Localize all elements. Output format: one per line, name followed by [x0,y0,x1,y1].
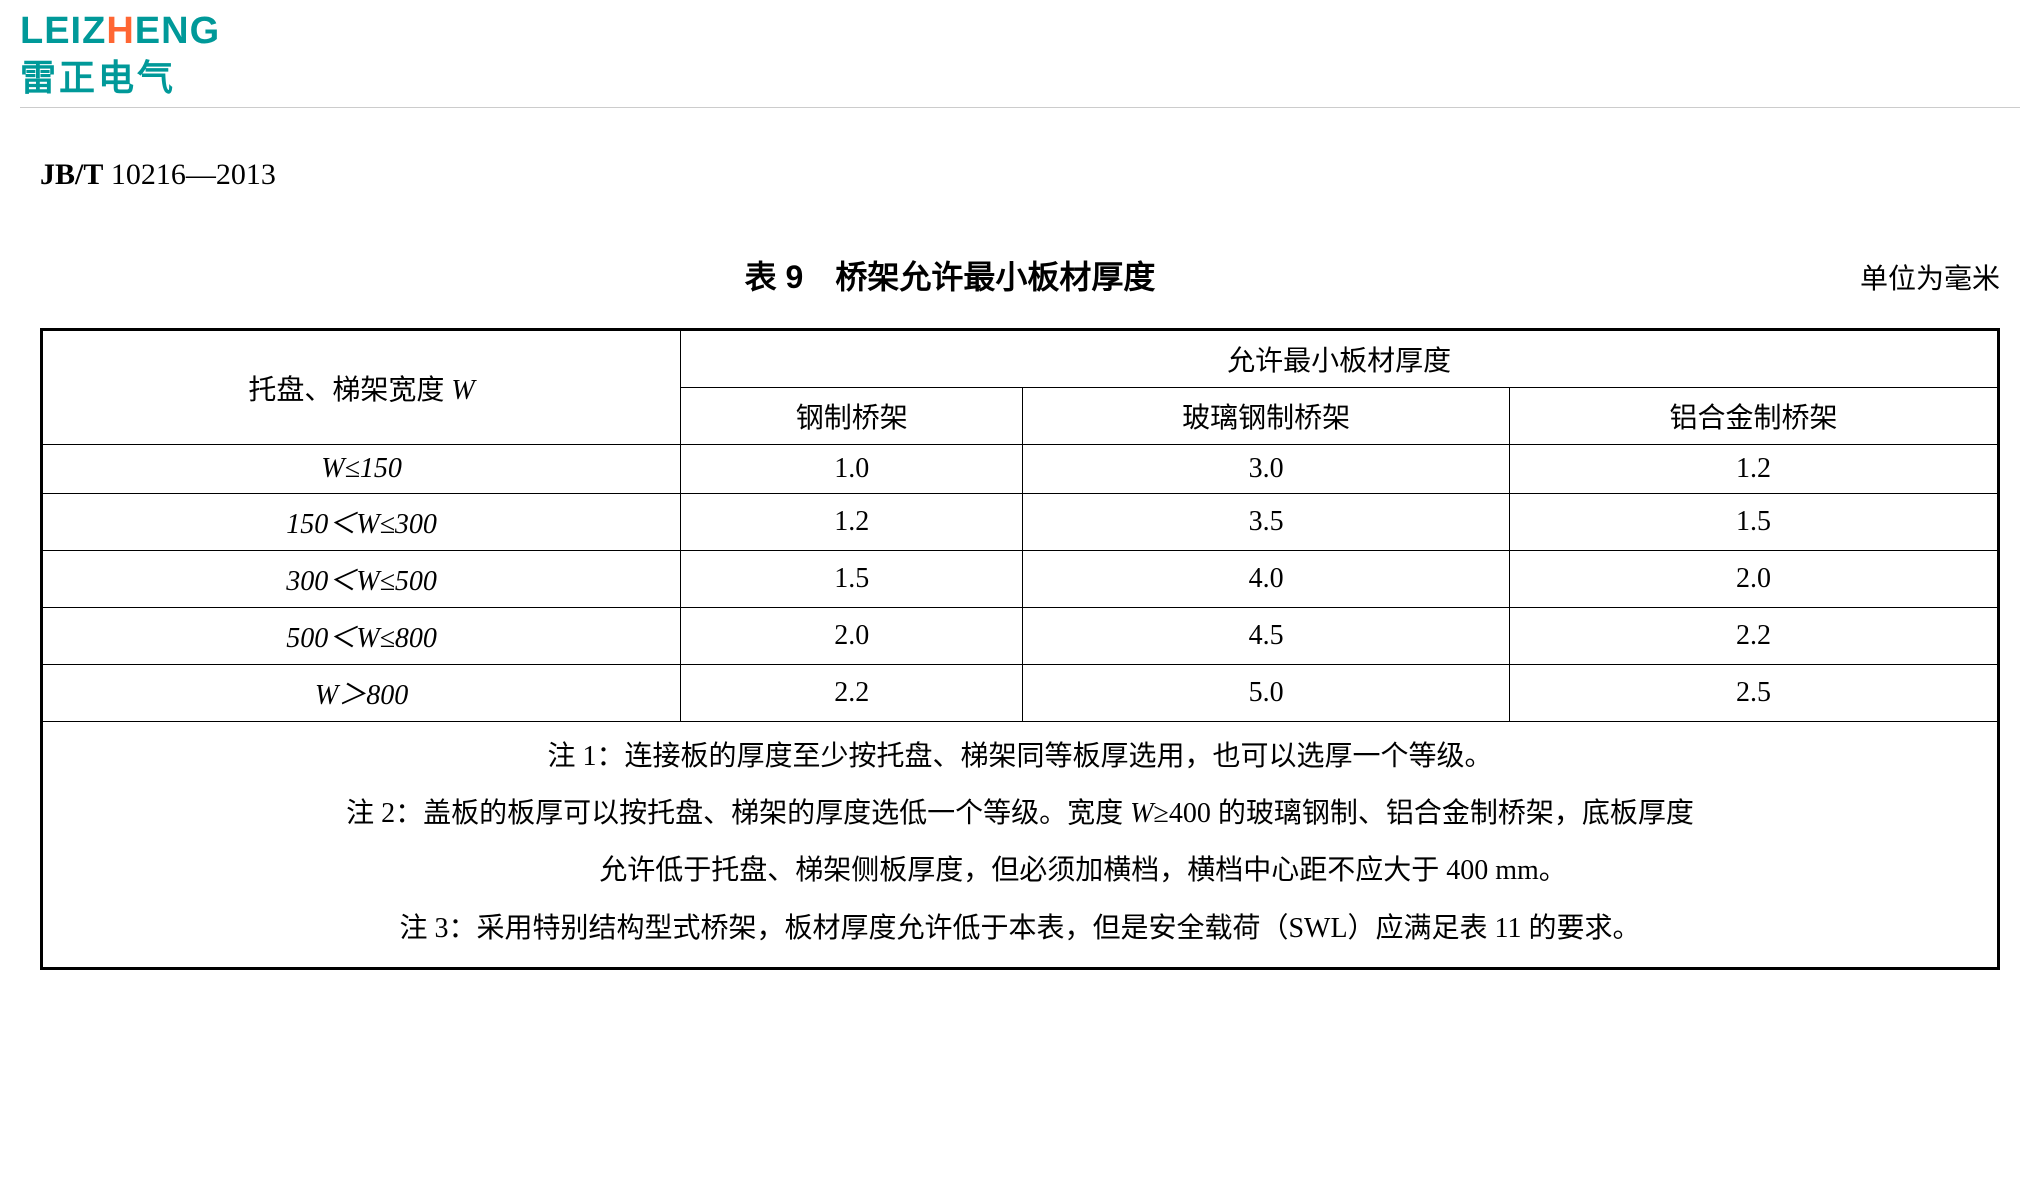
header-row-1: 托盘、梯架宽度 W 允许最小板材厚度 [42,330,1999,388]
header-width-var: W [451,375,474,406]
thickness-value-cell: 2.0 [681,608,1023,665]
width-range-cell: W≤150 [42,445,681,494]
thickness-spec-table: 托盘、梯架宽度 W 允许最小板材厚度 钢制桥架玻璃钢制桥架铝合金制桥架 W≤15… [40,328,2000,970]
note-line: 注 3：采用特别结构型式桥架，板材厚度允许低于本表，但是安全载荷（SWL）应满足… [53,902,1987,955]
table-row: 150＜W≤3001.23.51.5 [42,494,1999,551]
unit-label: 单位为毫米 [1860,257,2000,297]
width-range-cell: 300＜W≤500 [42,551,681,608]
table-header: 托盘、梯架宽度 W 允许最小板材厚度 钢制桥架玻璃钢制桥架铝合金制桥架 [42,330,1999,445]
thickness-value-cell: 3.5 [1023,494,1509,551]
table-title-row: 表 9 桥架允许最小板材厚度 单位为毫米 [40,252,2000,298]
width-range-cell: W＞800 [42,665,681,722]
standard-number: 10216—2013 [103,158,276,191]
standard-code: JB/T 10216—2013 [40,158,2000,192]
thickness-value-cell: 2.5 [1509,665,1998,722]
table-footer: 注 1：连接板的厚度至少按托盘、梯架同等板厚选用，也可以选厚一个等级。注 2：盖… [42,722,1999,969]
notes-row: 注 1：连接板的厚度至少按托盘、梯架同等板厚选用，也可以选厚一个等级。注 2：盖… [42,722,1999,969]
header-material-col: 铝合金制桥架 [1509,388,1998,445]
thickness-value-cell: 5.0 [1023,665,1509,722]
thickness-value-cell: 2.2 [1509,608,1998,665]
thickness-value-cell: 1.5 [1509,494,1998,551]
logo-suffix: ENG [135,10,220,52]
thickness-value-cell: 4.5 [1023,608,1509,665]
logo: LEIZHENG 雷正电气 [20,10,2020,101]
width-range-cell: 500＜W≤800 [42,608,681,665]
header-width-label: 托盘、梯架宽度 [248,375,451,406]
thickness-value-cell: 2.0 [1509,551,1998,608]
thickness-value-cell: 3.0 [1023,445,1509,494]
logo-text-english: LEIZHENG [20,10,2020,53]
header-width-col: 托盘、梯架宽度 W [42,330,681,445]
table-row: 500＜W≤8002.04.52.2 [42,608,1999,665]
table-body: W≤1501.03.01.2150＜W≤3001.23.51.5300＜W≤50… [42,445,1999,722]
table-row: 300＜W≤5001.54.02.0 [42,551,1999,608]
header-material-col: 钢制桥架 [681,388,1023,445]
thickness-value-cell: 1.2 [681,494,1023,551]
logo-text-chinese: 雷正电气 [20,49,2020,101]
thickness-value-cell: 2.2 [681,665,1023,722]
table-row: W＞8002.25.02.5 [42,665,1999,722]
thickness-value-cell: 1.5 [681,551,1023,608]
document-content: JB/T 10216—2013 表 9 桥架允许最小板材厚度 单位为毫米 托盘、… [0,108,2040,970]
width-range-cell: 150＜W≤300 [42,494,681,551]
table-title: 表 9 桥架允许最小板材厚度 [40,252,1860,298]
note-line: 注 1：连接板的厚度至少按托盘、梯架同等板厚选用，也可以选厚一个等级。 [53,730,1987,783]
header-material-col: 玻璃钢制桥架 [1023,388,1509,445]
header-thickness-merged: 允许最小板材厚度 [681,330,1999,388]
thickness-value-cell: 1.2 [1509,445,1998,494]
logo-prefix: LEIZ [20,10,106,52]
notes-cell: 注 1：连接板的厚度至少按托盘、梯架同等板厚选用，也可以选厚一个等级。注 2：盖… [42,722,1999,969]
page-header: LEIZHENG 雷正电气 [0,0,2040,101]
table-row: W≤1501.03.01.2 [42,445,1999,494]
thickness-value-cell: 4.0 [1023,551,1509,608]
standard-prefix: JB/T [40,158,103,191]
note-line: 允许低于托盘、梯架侧板厚度，但必须加横档，横档中心距不应大于 400 mm。 [53,844,1987,897]
logo-accent-letter: H [106,10,134,52]
thickness-value-cell: 1.0 [681,445,1023,494]
note-line: 注 2：盖板的板厚可以按托盘、梯架的厚度选低一个等级。宽度 W≥400 的玻璃钢… [53,787,1987,840]
